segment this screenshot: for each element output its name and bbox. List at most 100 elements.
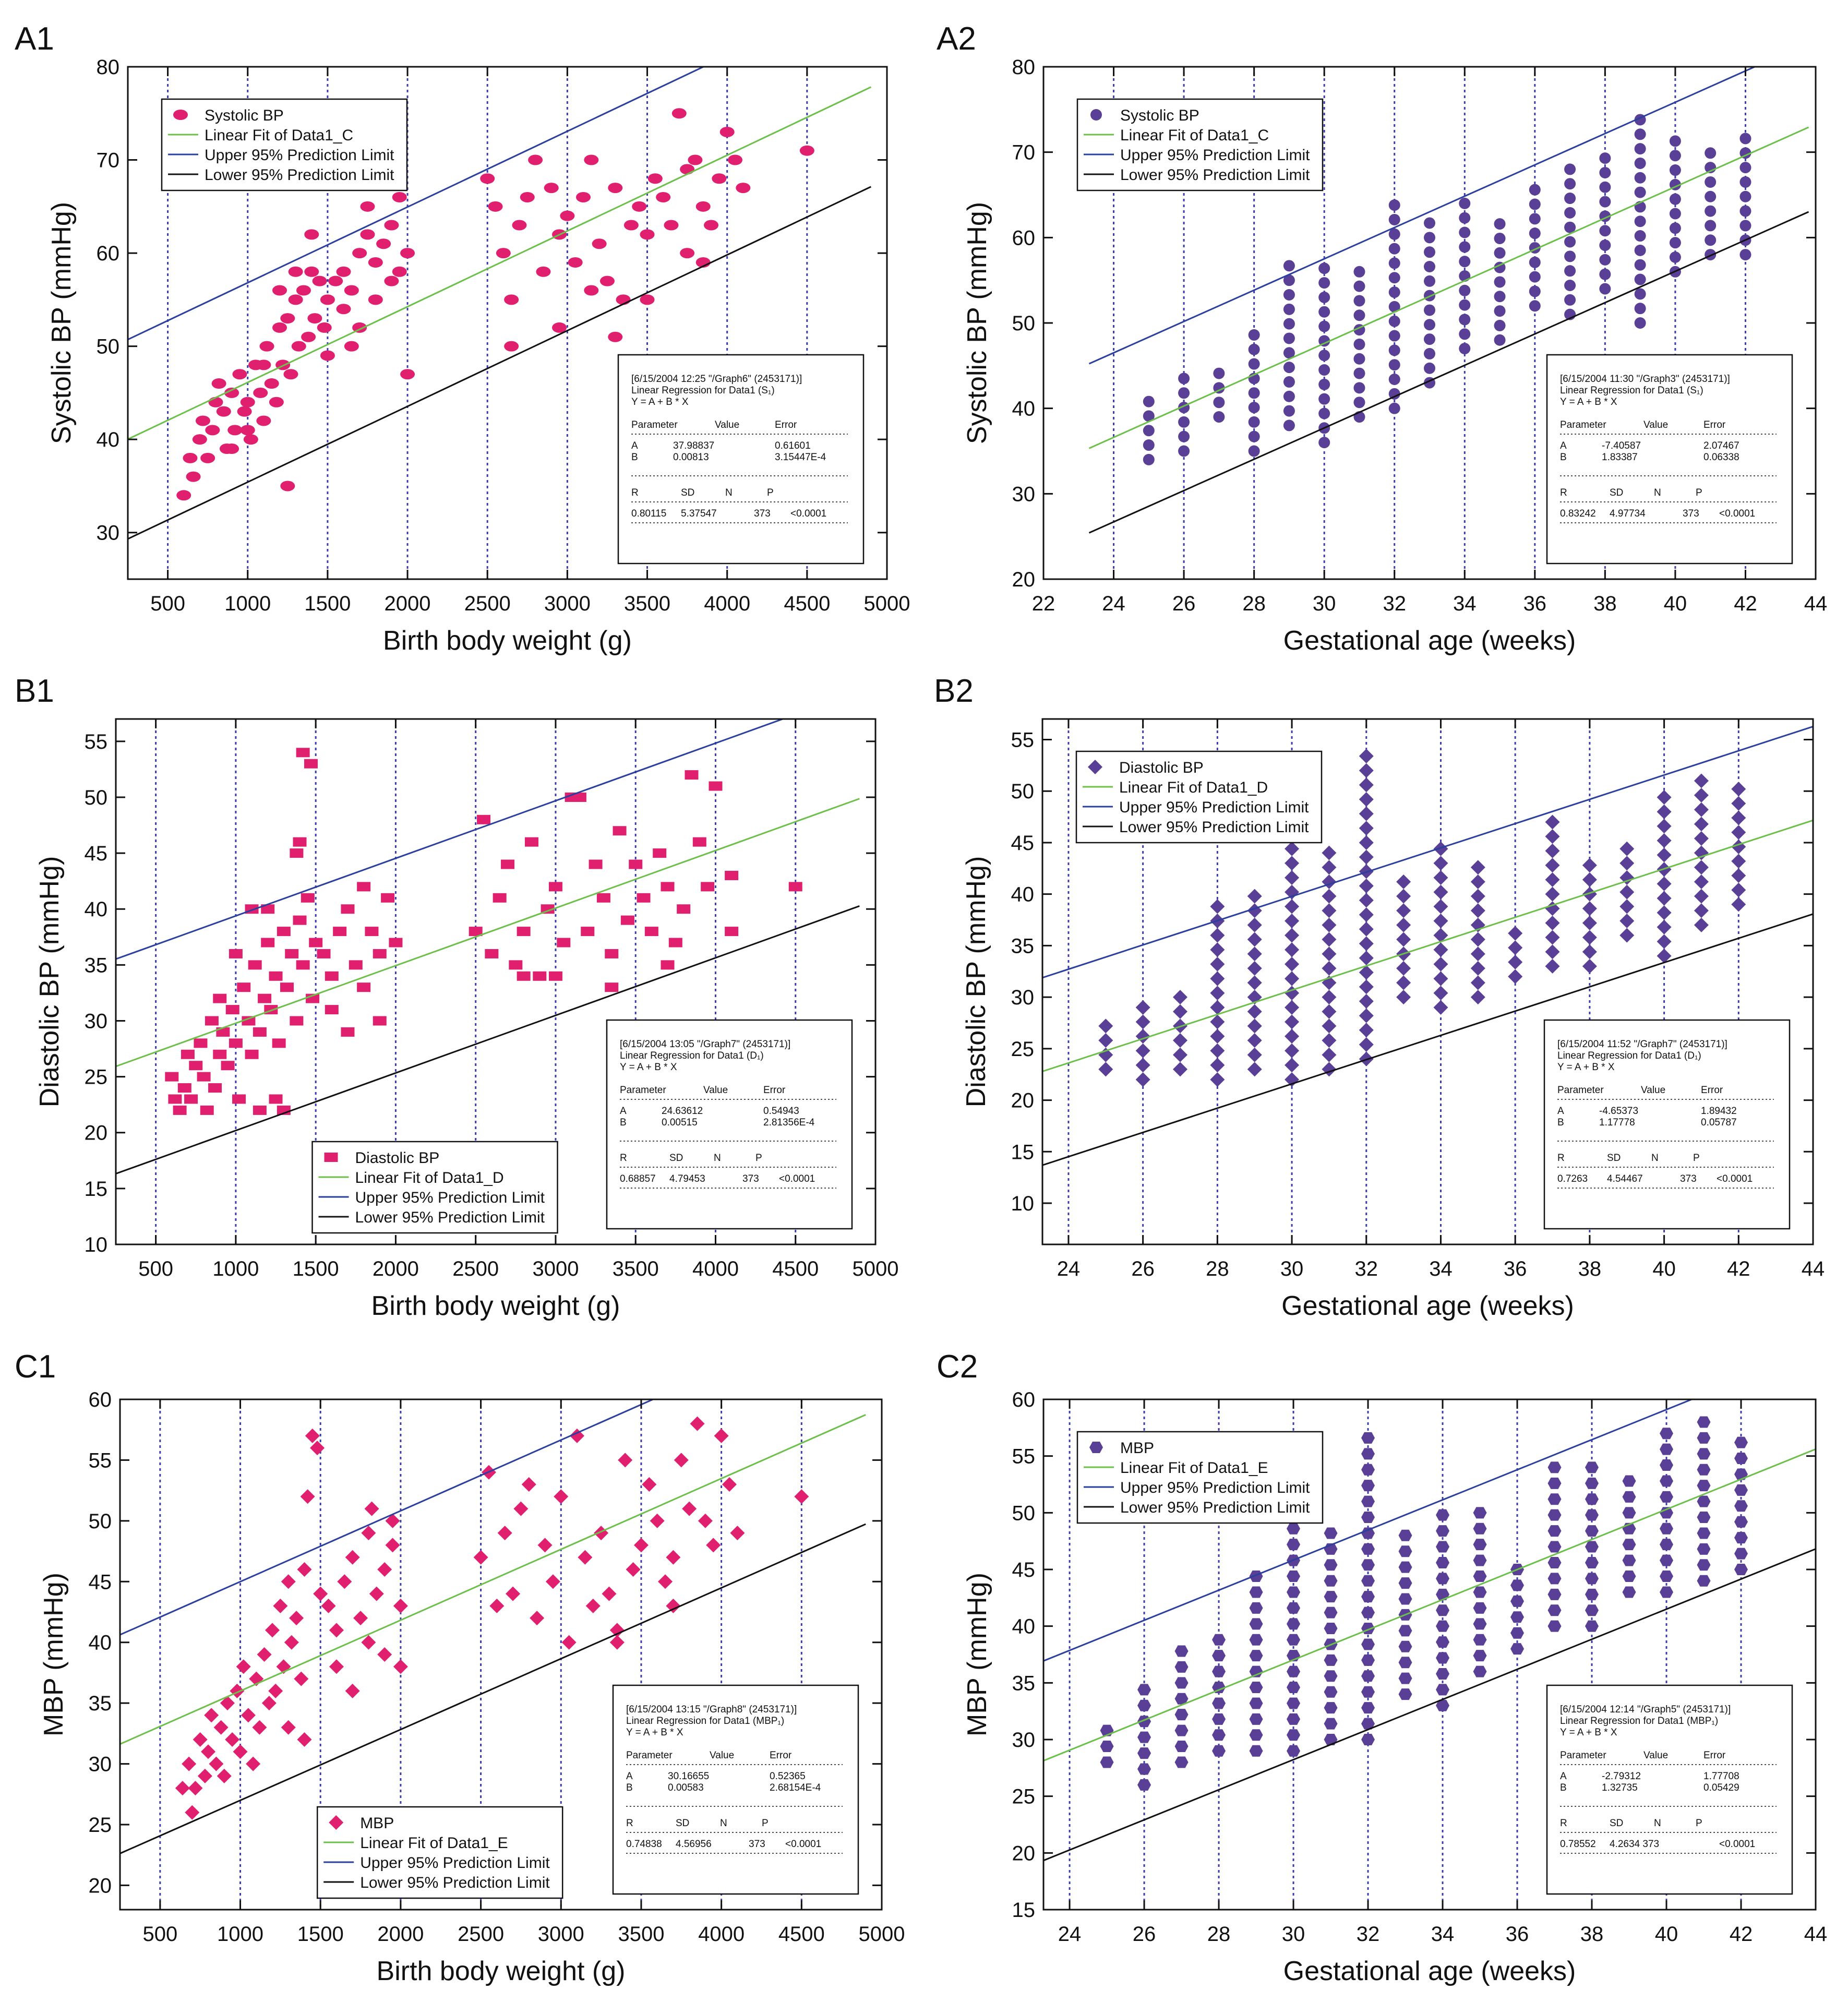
data-point	[1353, 295, 1365, 307]
stat-value: 0.68857	[620, 1173, 656, 1184]
stat-value: 0.74838	[626, 1839, 662, 1850]
data-point	[1213, 397, 1225, 409]
data-point	[1564, 236, 1576, 248]
stat-header: N	[1654, 487, 1661, 498]
param-value: 0.54943	[763, 1106, 799, 1117]
data-point	[173, 1105, 187, 1115]
data-point	[1582, 901, 1597, 916]
data-point	[1547, 1573, 1562, 1585]
data-point	[1322, 961, 1337, 976]
data-point	[205, 1016, 219, 1026]
data-point	[1359, 849, 1374, 865]
data-point	[1283, 362, 1295, 374]
x-tick-label: 26	[1172, 592, 1196, 615]
data-point	[1473, 1602, 1487, 1614]
data-point	[1359, 994, 1374, 1009]
x-tick-label: 2500	[464, 592, 511, 615]
data-point	[1473, 1554, 1487, 1566]
data-point	[1359, 907, 1374, 922]
data-point	[1599, 239, 1611, 251]
data-point	[321, 1598, 336, 1613]
data-point	[186, 471, 201, 482]
data-point	[345, 1683, 360, 1698]
data-point	[328, 275, 343, 286]
data-point	[592, 238, 607, 249]
stats-header: [6/15/2004 13:15 "/Graph8" (2453171)]	[626, 1704, 797, 1715]
data-point	[1285, 956, 1300, 972]
data-point	[256, 359, 271, 370]
data-point	[1285, 971, 1300, 986]
plot-frame	[115, 718, 877, 1245]
data-point	[1694, 788, 1709, 803]
x-axis-title: Birth body weight (g)	[377, 1956, 626, 1986]
data-point	[1694, 802, 1709, 817]
data-point	[317, 322, 332, 333]
data-point	[1634, 186, 1646, 198]
data-point	[317, 949, 331, 958]
data-point	[1634, 244, 1646, 256]
y-tick-label: 40	[1012, 398, 1036, 421]
legend-marker	[1089, 1442, 1103, 1453]
y-tick-label: 70	[97, 149, 120, 172]
data-point	[1322, 917, 1337, 932]
legend-label: Lower 95% Prediction Limit	[205, 166, 394, 184]
data-point	[373, 1016, 387, 1026]
x-tick-label: 1000	[217, 1923, 263, 1946]
param-value: A	[620, 1106, 627, 1117]
data-point	[1564, 265, 1576, 277]
data-point	[1622, 1475, 1636, 1487]
data-point	[602, 1586, 617, 1601]
data-point	[1285, 914, 1300, 929]
data-point	[1424, 275, 1435, 287]
data-point	[1388, 359, 1400, 371]
legend-label: Linear Fit of Data1_C	[205, 127, 353, 144]
data-point	[1547, 1588, 1562, 1600]
data-point	[1283, 260, 1295, 272]
param-value: A	[626, 1771, 633, 1782]
data-point	[1459, 343, 1471, 355]
data-point	[1388, 213, 1400, 225]
data-point	[1436, 1573, 1450, 1585]
stat-value: 373	[754, 508, 771, 519]
param-header: Error	[775, 419, 797, 430]
data-point	[227, 425, 243, 436]
data-point	[369, 1586, 384, 1601]
data-point	[1669, 164, 1681, 176]
data-point	[1739, 133, 1751, 145]
stats-frame	[606, 1019, 853, 1230]
data-point	[1697, 1527, 1711, 1539]
data-point	[1283, 419, 1295, 431]
data-point	[1210, 1072, 1225, 1087]
data-point	[377, 1562, 392, 1577]
data-point	[1424, 260, 1435, 272]
data-point	[1322, 889, 1337, 904]
data-point	[794, 1489, 809, 1504]
y-tick-label: 50	[1012, 312, 1036, 335]
data-point	[1388, 243, 1400, 255]
legend-box	[311, 1141, 558, 1234]
stats-title: Linear Regression for Data1 (MBP₁)	[1560, 1716, 1718, 1727]
stat-value: 0.83242	[1560, 508, 1596, 519]
legend-marker	[1090, 109, 1102, 121]
data-point	[1619, 928, 1635, 943]
legend-label: MBP	[360, 1815, 394, 1832]
legend-box	[1076, 98, 1324, 191]
data-point	[695, 201, 711, 212]
legend-marker	[173, 110, 188, 120]
data-point	[1353, 309, 1365, 321]
data-point	[1359, 763, 1374, 778]
data-point	[658, 1574, 673, 1589]
data-point	[1433, 856, 1448, 871]
regression-lines	[116, 719, 860, 1174]
stats-model: Y = A + B * X	[626, 1727, 683, 1738]
data-point	[1545, 915, 1560, 930]
data-point	[1660, 1459, 1674, 1471]
data-point	[1564, 250, 1576, 262]
x-tick-label: 24	[1058, 1923, 1082, 1946]
stats-model: Y = A + B * X	[1560, 397, 1617, 407]
data-point	[241, 1708, 256, 1723]
stat-header: R	[626, 1818, 633, 1829]
data-point	[357, 882, 371, 892]
data-point	[1212, 1697, 1226, 1709]
x-tick-label: 3000	[532, 1257, 579, 1280]
